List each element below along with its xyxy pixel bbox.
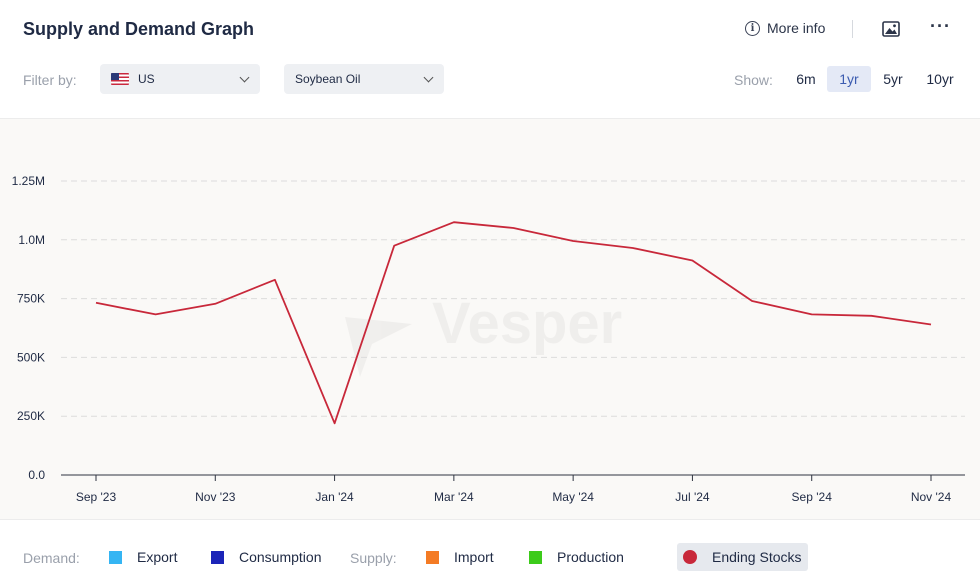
- x-tick-label: Sep '24: [792, 490, 833, 504]
- production-swatch: [529, 550, 542, 564]
- range-5yr-button[interactable]: 5yr: [883, 71, 903, 87]
- header: Supply and Demand Graph i More info ··· …: [0, 0, 980, 118]
- y-tick-label: 1.0M: [18, 233, 45, 247]
- export-swatch: [109, 550, 122, 564]
- data-point[interactable]: [332, 421, 337, 426]
- commodity-select[interactable]: Soybean Oil: [284, 64, 444, 94]
- data-point[interactable]: [451, 220, 456, 225]
- page-title: Supply and Demand Graph: [23, 19, 255, 39]
- ending-stocks-swatch: [683, 550, 697, 564]
- divider: [852, 20, 853, 38]
- country-select[interactable]: US: [100, 64, 260, 94]
- data-point[interactable]: [511, 226, 516, 231]
- data-point[interactable]: [392, 243, 397, 248]
- watermark-text: Vesper: [432, 291, 622, 356]
- show-label: Show:: [734, 72, 773, 88]
- data-point[interactable]: [153, 312, 158, 317]
- data-point[interactable]: [630, 246, 635, 251]
- legend-item-ending-stocks[interactable]: Ending Stocks: [677, 543, 808, 571]
- kebab-menu-icon[interactable]: ···: [930, 16, 951, 36]
- x-tick-label: Sep '23: [76, 490, 117, 504]
- data-point[interactable]: [690, 258, 695, 263]
- us-flag-icon: [111, 73, 129, 85]
- legend-demand-label: Demand:: [23, 550, 80, 566]
- chevron-down-icon: [423, 72, 434, 83]
- x-tick-label: Nov '24: [911, 490, 952, 504]
- legend-ending-stocks-label: Ending Stocks: [712, 549, 802, 565]
- data-point[interactable]: [929, 322, 934, 327]
- filter-label: Filter by:: [23, 72, 77, 88]
- range-10yr-button[interactable]: 10yr: [926, 71, 954, 87]
- commodity-value: Soybean Oil: [295, 72, 361, 86]
- legend-item-production[interactable]: Production: [523, 543, 630, 571]
- data-point[interactable]: [94, 300, 99, 305]
- y-tick-label: 0.0: [28, 468, 45, 482]
- country-value: US: [138, 72, 155, 86]
- legend: Demand: Export Consumption Supply: Impor…: [0, 520, 980, 588]
- vesper-watermark: Vesper: [345, 291, 622, 377]
- x-tick-label: Nov '23: [195, 490, 236, 504]
- y-tick-label: 250K: [17, 409, 45, 423]
- range-6m-button[interactable]: 6m: [796, 71, 816, 87]
- legend-item-consumption[interactable]: Consumption: [205, 543, 328, 571]
- x-tick-label: May '24: [552, 490, 594, 504]
- info-icon: i: [745, 20, 760, 36]
- legend-supply-label: Supply:: [350, 550, 397, 566]
- data-point[interactable]: [809, 312, 814, 317]
- chevron-down-icon: [239, 72, 250, 83]
- series-line-ending-stocks: [95, 221, 932, 425]
- data-point[interactable]: [272, 277, 277, 282]
- consumption-swatch: [211, 550, 224, 564]
- legend-import-label: Import: [454, 549, 494, 565]
- legend-consumption-label: Consumption: [239, 549, 322, 565]
- y-tick-label: 1.25M: [12, 174, 45, 188]
- more-info-label: More info: [767, 20, 826, 36]
- line-chart: Vesper 0.0 250K 500K 750K 1.0M 1.25M Sep '23 N…: [12, 174, 965, 504]
- import-swatch: [426, 550, 439, 564]
- chart-area: Vesper 0.0 250K 500K 750K 1.0M 1.25M Sep '23 N…: [0, 118, 980, 520]
- data-point[interactable]: [750, 298, 755, 303]
- legend-item-export[interactable]: Export: [103, 543, 183, 571]
- more-info-button[interactable]: i More info: [745, 20, 825, 36]
- data-point[interactable]: [869, 313, 874, 318]
- image-icon[interactable]: [882, 21, 900, 37]
- range-1yr-button[interactable]: 1yr: [827, 66, 871, 92]
- legend-item-import[interactable]: Import: [420, 543, 500, 571]
- x-tick-label: Jan '24: [315, 490, 354, 504]
- x-tick-label: Mar '24: [434, 490, 474, 504]
- x-tick-label: Jul '24: [675, 490, 710, 504]
- y-tick-label: 750K: [17, 292, 45, 306]
- data-point[interactable]: [571, 238, 576, 243]
- y-tick-label: 500K: [17, 350, 45, 364]
- legend-export-label: Export: [137, 549, 178, 565]
- legend-production-label: Production: [557, 549, 624, 565]
- data-point[interactable]: [213, 301, 218, 306]
